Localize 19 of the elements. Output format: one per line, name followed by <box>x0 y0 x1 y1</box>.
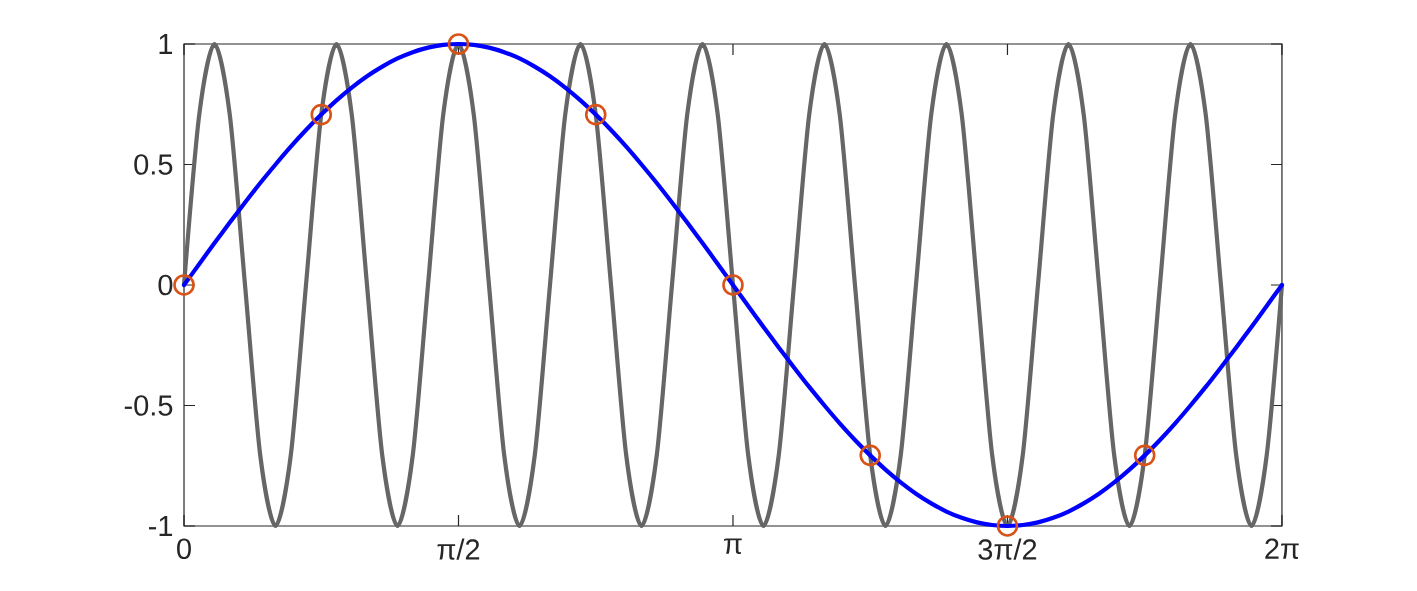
point <box>1133 444 1156 467</box>
x-tick-label: π/2 <box>437 538 480 560</box>
point <box>310 103 333 126</box>
point <box>859 444 882 467</box>
y-tick-label: 1 <box>159 34 173 54</box>
x-tick-label: 3π/2 <box>978 538 1037 560</box>
point <box>722 274 744 296</box>
x-tick-label: 0 <box>177 538 191 560</box>
x-tick-label: 2π <box>1265 538 1299 560</box>
x-tick-label: π <box>724 538 742 555</box>
point <box>996 515 1019 537</box>
point <box>584 103 607 126</box>
y-tick-label: -1 <box>148 516 173 536</box>
point <box>447 33 470 55</box>
y-tick-label: -0.5 <box>124 395 173 416</box>
y-tick-label: 0 <box>158 274 173 296</box>
y-tick-label: 0.5 <box>134 154 173 175</box>
line-series <box>181 41 1285 529</box>
point <box>173 274 195 296</box>
